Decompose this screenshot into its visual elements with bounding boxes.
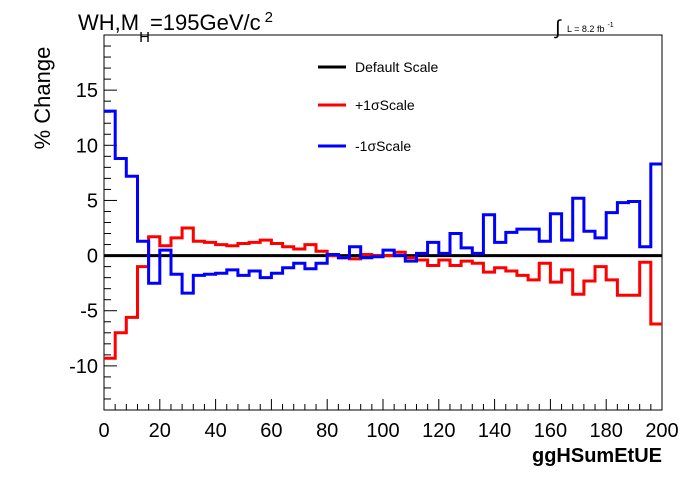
lumi-label: L = 8.2 fb -1	[567, 22, 614, 34]
lumi-text: L = 8.2 fb	[567, 24, 604, 34]
x-tick-label: 200	[645, 420, 678, 442]
y-tick-label: 5	[87, 190, 98, 212]
series-layer	[104, 109, 662, 360]
x-tick-label: 80	[316, 420, 338, 442]
x-tick-label: 0	[98, 420, 109, 442]
x-tick-label: 180	[590, 420, 623, 442]
x-tick-label: 60	[260, 420, 282, 442]
legend-label-0: Default Scale	[355, 59, 438, 75]
legend-label-2: -1σScale	[355, 138, 411, 154]
series-line-2	[104, 109, 662, 295]
axes: 0 20 40 60 80 100 120 140 160 180 200 -10 -5 0 5 10 15	[69, 45, 679, 442]
y-tick-label: 15	[76, 80, 98, 102]
x-tick-label: 20	[149, 420, 171, 442]
title-subscript: H	[139, 29, 150, 46]
integral-symbol: ∫	[554, 17, 562, 39]
x-tick-label: 120	[422, 420, 455, 442]
y-tick-label: 0	[87, 246, 98, 268]
legend: Default Scale +1σScale -1σScale	[318, 59, 438, 154]
title-superscript: 2	[265, 9, 273, 26]
y-tick-label: -10	[69, 356, 98, 378]
x-tick-label: 100	[366, 420, 399, 442]
y-tick-label: 10	[76, 135, 98, 157]
x-tick-label: 40	[204, 420, 226, 442]
x-tick-label: 140	[478, 420, 511, 442]
x-tick-label: 160	[534, 420, 567, 442]
x-axis-label: ggHSumEtUE	[532, 445, 662, 467]
title-rest: =195GeV/c	[150, 10, 261, 35]
legend-label-1: +1σScale	[355, 97, 415, 113]
plot-frame	[103, 34, 663, 411]
lumi-superscript: -1	[607, 22, 613, 29]
y-axis-label: % Change	[30, 47, 55, 150]
chart-title: WH,MH=195GeV/c 2	[78, 9, 273, 46]
title-main: WH,M	[78, 10, 139, 35]
y-tick-label: -5	[80, 301, 98, 323]
